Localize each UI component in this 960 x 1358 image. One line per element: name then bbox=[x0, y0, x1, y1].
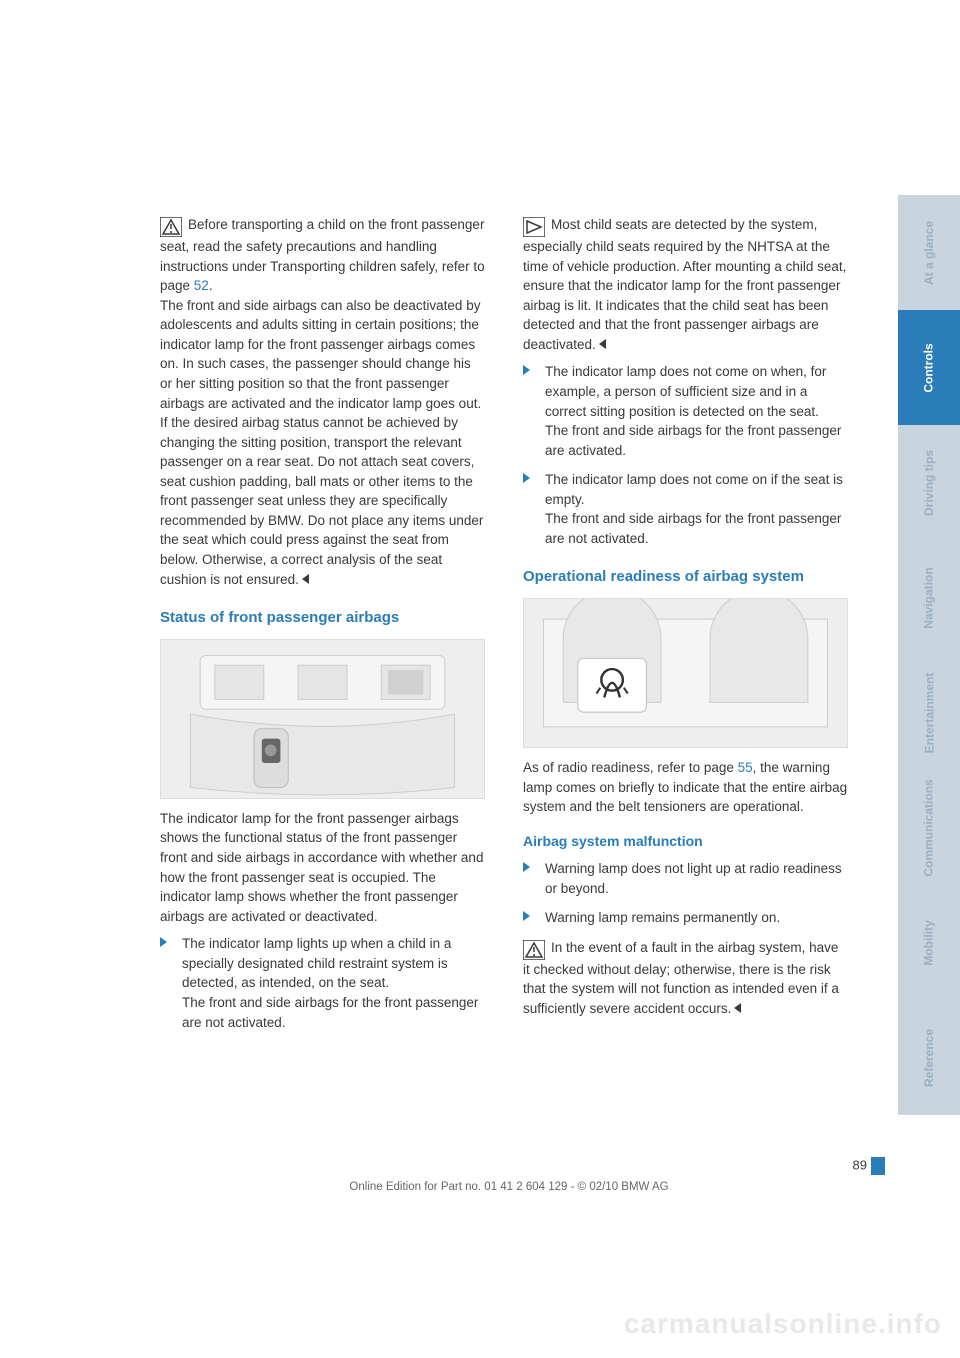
warning-paragraph: Before transporting a child on the front… bbox=[160, 215, 485, 589]
heading-airbag-malfunction: Airbag system malfunction bbox=[523, 831, 848, 851]
bullet1-text-a: The indicator lamp lights up when a chil… bbox=[182, 936, 451, 990]
end-mark-icon bbox=[599, 339, 606, 349]
tab-controls[interactable]: Controls bbox=[898, 310, 960, 425]
r-bullet1-a: The indicator lamp does not come on when… bbox=[545, 364, 826, 418]
tab-label: Communications bbox=[922, 779, 936, 876]
warning2-text: In the event of a fault in the airbag sy… bbox=[523, 940, 839, 1016]
heading-status-airbags: Status of front passenger airbags bbox=[160, 607, 485, 629]
bullet-icon bbox=[523, 911, 530, 921]
end-mark-icon bbox=[734, 1003, 741, 1013]
manual-page: Before transporting a child on the front… bbox=[0, 0, 898, 1358]
tab-label: Entertainment bbox=[922, 672, 936, 753]
r-bullet2-b: The front and side airbags for the front… bbox=[545, 511, 841, 546]
section-tabs-sidebar: At a glance Controls Driving tips Naviga… bbox=[898, 195, 960, 1115]
page-num-marker-icon bbox=[871, 1157, 885, 1175]
page-ref-link[interactable]: 55 bbox=[738, 760, 753, 775]
list-item: The indicator lamp does not come on if t… bbox=[523, 470, 848, 548]
page-ref-link[interactable]: 52 bbox=[194, 278, 209, 293]
bullet-icon bbox=[523, 473, 530, 483]
note-paragraph: Most child seats are detected by the sys… bbox=[523, 215, 848, 354]
bullet-list-right-1: The indicator lamp does not come on when… bbox=[523, 362, 848, 548]
tab-label: Driving tips bbox=[922, 449, 936, 515]
tab-label: Reference bbox=[922, 1028, 936, 1086]
warning-triangle-icon bbox=[160, 217, 182, 237]
r-bullet2-a: The indicator lamp does not come on if t… bbox=[545, 472, 843, 507]
warning-triangle-icon bbox=[523, 940, 545, 960]
tab-label: Mobility bbox=[922, 920, 936, 965]
warning1-text-b: . bbox=[209, 278, 213, 293]
bullet-list-left: The indicator lamp lights up when a chil… bbox=[160, 934, 485, 1032]
bullet-icon bbox=[523, 862, 530, 872]
tab-driving-tips[interactable]: Driving tips bbox=[898, 425, 960, 540]
right-column: Most child seats are detected by the sys… bbox=[523, 215, 848, 1042]
r-bullet4: Warning lamp remains permanently on. bbox=[545, 910, 780, 925]
figure-instrument-cluster bbox=[523, 598, 848, 748]
figure-overhead-console bbox=[160, 639, 485, 799]
content-columns: Before transporting a child on the front… bbox=[160, 215, 848, 1042]
page-num-text: 89 bbox=[853, 1157, 867, 1172]
tab-label: Navigation bbox=[922, 567, 936, 628]
para2-a: As of radio readiness, refer to page bbox=[523, 760, 738, 775]
footer-line: Online Edition for Part no. 01 41 2 604 … bbox=[160, 1181, 858, 1193]
bullet-icon bbox=[523, 365, 530, 375]
tab-label: At a glance bbox=[922, 220, 936, 284]
tab-reference[interactable]: Reference bbox=[898, 1000, 960, 1115]
page-number: 89 bbox=[853, 1157, 885, 1175]
tab-entertainment[interactable]: Entertainment bbox=[898, 655, 960, 770]
list-item: The indicator lamp lights up when a chil… bbox=[160, 934, 485, 1032]
tab-navigation[interactable]: Navigation bbox=[898, 540, 960, 655]
list-item: Warning lamp remains permanently on. bbox=[523, 908, 848, 928]
tab-label: Controls bbox=[922, 343, 936, 392]
bullet1-text-b: The front and side airbags for the front… bbox=[182, 995, 478, 1030]
readiness-paragraph: As of radio readiness, refer to page 55,… bbox=[523, 758, 848, 817]
note-flag-icon bbox=[523, 217, 545, 237]
tab-at-a-glance[interactable]: At a glance bbox=[898, 195, 960, 310]
watermark-text: carmanualsonline.info bbox=[624, 1308, 942, 1340]
tab-mobility[interactable]: Mobility bbox=[898, 885, 960, 1000]
bullet-icon bbox=[160, 937, 167, 947]
bullet-list-right-2: Warning lamp does not light up at radio … bbox=[523, 859, 848, 928]
r-bullet3: Warning lamp does not light up at radio … bbox=[545, 861, 842, 896]
warning2-paragraph: In the event of a fault in the airbag sy… bbox=[523, 938, 848, 1019]
tab-communications[interactable]: Communications bbox=[898, 770, 960, 885]
warning1-text-c: The front and side airbags can also be d… bbox=[160, 298, 483, 587]
heading-operational-readiness: Operational readiness of airbag system bbox=[523, 566, 848, 588]
r-bullet1-b: The front and side airbags for the front… bbox=[545, 423, 841, 458]
list-item: The indicator lamp does not come on when… bbox=[523, 362, 848, 460]
indicator-lamp-paragraph: The indicator lamp for the front passeng… bbox=[160, 809, 485, 926]
end-mark-icon bbox=[302, 574, 309, 584]
list-item: Warning lamp does not light up at radio … bbox=[523, 859, 848, 898]
note1-text: Most child seats are detected by the sys… bbox=[523, 217, 846, 352]
left-column: Before transporting a child on the front… bbox=[160, 215, 485, 1042]
